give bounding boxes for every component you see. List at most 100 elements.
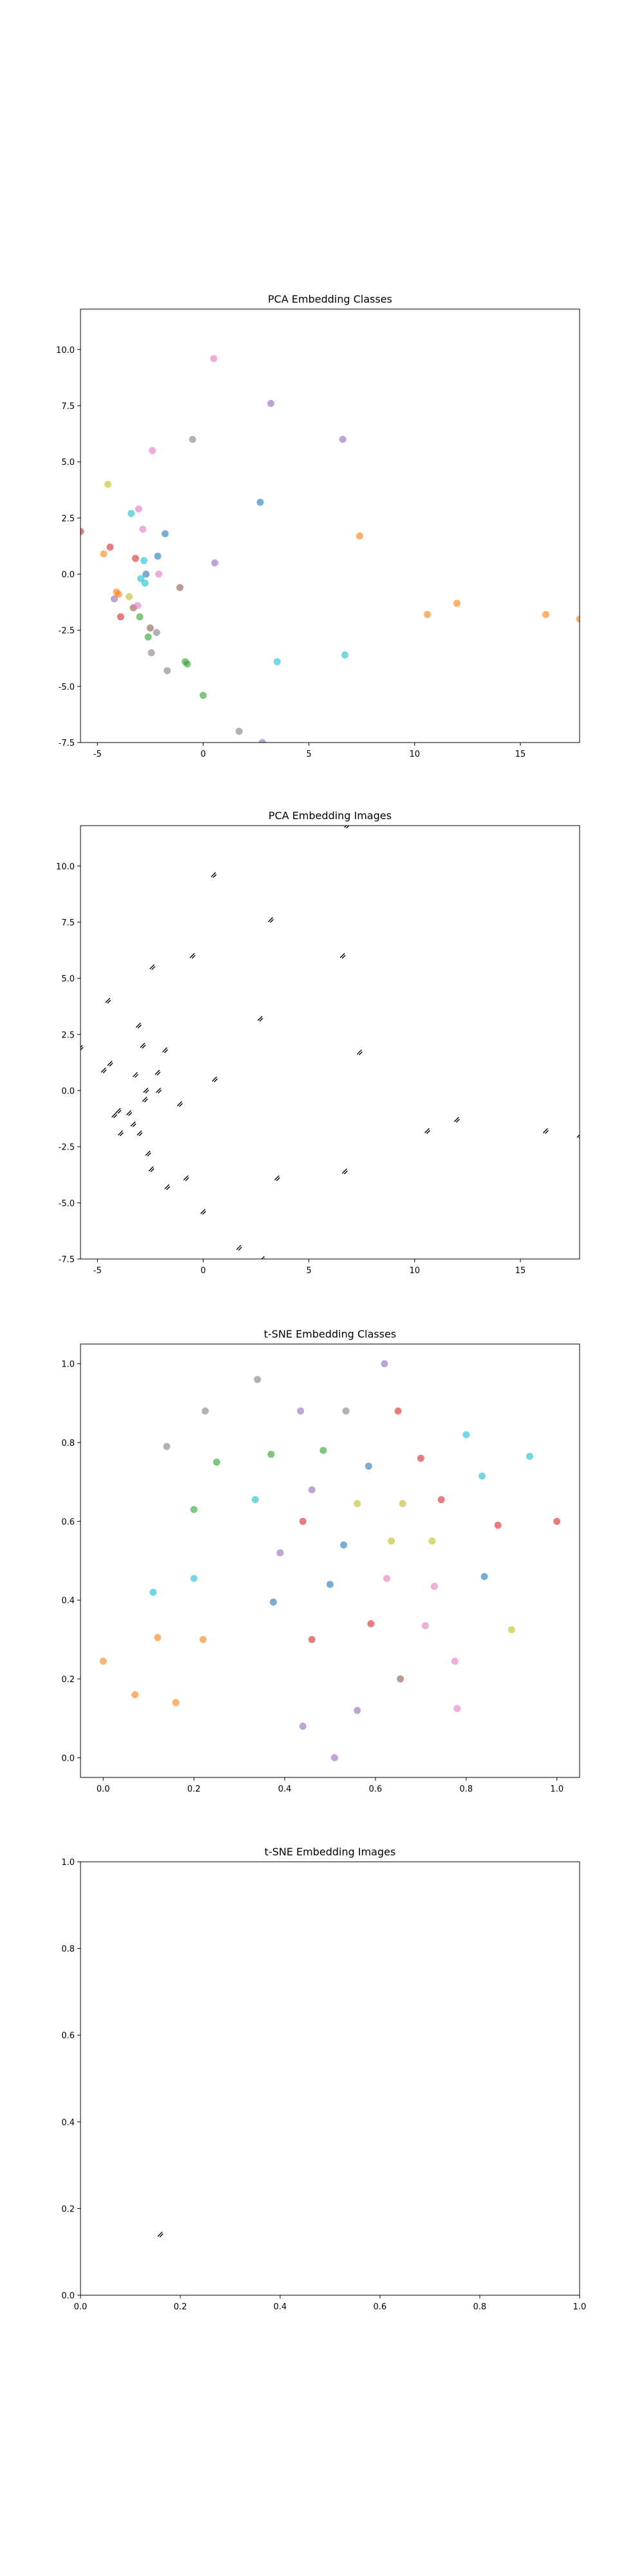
scatter-point <box>340 1541 348 1549</box>
x-tick-label: -5 <box>93 750 102 759</box>
scatter-point <box>276 1549 284 1557</box>
scatter-point <box>451 1658 459 1665</box>
x-tick-label: 0.0 <box>74 2302 88 2312</box>
axes-frame <box>80 308 580 743</box>
scatter-point <box>184 660 191 668</box>
y-tick-label: -7.5 <box>59 739 75 748</box>
y-tick-label: -2.5 <box>59 627 75 636</box>
scatter-point <box>267 1450 275 1458</box>
scatter-point <box>172 1699 180 1707</box>
scatter-point <box>437 1496 445 1504</box>
image-glyph-point <box>137 1130 143 1137</box>
scatter-point <box>542 611 549 618</box>
image-glyph-point <box>142 1096 148 1103</box>
image-glyph-point <box>339 952 346 959</box>
axes-frame <box>80 825 580 1260</box>
x-tick-label: 5 <box>307 1266 312 1276</box>
image-glyph-point <box>200 1209 206 1215</box>
image-glyph-point <box>143 1087 149 1094</box>
y-tick-label: 0.2 <box>61 1675 75 1685</box>
chart-title: PCA Embedding Images <box>269 810 392 822</box>
y-tick-label: -5.0 <box>59 683 75 692</box>
scatter-point <box>161 530 169 538</box>
scatter-point <box>299 1517 307 1525</box>
image-glyph-point <box>542 1128 549 1134</box>
scatter-point <box>211 559 219 567</box>
y-tick-label: 5.0 <box>61 974 75 984</box>
scatter-point <box>421 1622 429 1629</box>
x-tick-label: 0.8 <box>460 1785 473 1794</box>
scatter-point <box>424 611 431 618</box>
chart-panel-1: PCA Embedding Classes -5 0 5 10 15 -7.5 -5.0 -2.… <box>56 293 580 759</box>
scatter-point <box>526 1452 533 1460</box>
image-glyph-point <box>176 1101 183 1107</box>
data-points <box>80 826 580 1259</box>
image-glyph-point <box>157 2231 164 2238</box>
chart-panel-3: t-SNE Embedding Classes 0.0 0.2 0.4 0.6 0.8 1.… <box>61 1328 580 1794</box>
scatter-point <box>80 527 84 535</box>
scatter-point <box>339 435 346 443</box>
scatter-point <box>297 1407 305 1415</box>
image-glyph-point <box>356 1049 363 1056</box>
x-tick-label: 15 <box>515 750 526 759</box>
scatter-point <box>341 651 348 659</box>
chart-title: t-SNE Embedding Classes <box>264 1328 396 1340</box>
scatter-point <box>354 1707 361 1714</box>
scatter-point <box>128 509 135 517</box>
scatter-point <box>111 595 118 603</box>
data-points <box>157 2231 164 2238</box>
y-tick-label: 0.4 <box>61 1596 75 1606</box>
image-glyph-point <box>162 1047 168 1054</box>
scatter-point <box>164 667 171 674</box>
chart-panel-2: PCA Embedding Images -5 0 5 10 15 -7.5 -5.0 -2.5… <box>56 810 580 1276</box>
scatter-point <box>273 658 281 665</box>
image-glyph-point <box>111 1112 118 1119</box>
scatter-point <box>388 1537 395 1545</box>
scatter-point <box>383 1575 391 1582</box>
scatter-point <box>213 1459 220 1466</box>
y-tick-label: 2.5 <box>61 514 75 524</box>
scatter-point <box>308 1636 316 1643</box>
chart-title: t-SNE Embedding Images <box>265 1846 396 1858</box>
scatter-point <box>199 1636 207 1643</box>
image-glyph-point <box>341 1168 348 1175</box>
image-glyph-point <box>454 1117 460 1123</box>
scatter-point <box>146 624 154 632</box>
scatter-point <box>117 613 124 621</box>
scatter-point <box>155 570 163 578</box>
x-tick-label: 15 <box>515 1266 526 1276</box>
scatter-point <box>154 553 162 560</box>
scatter-point <box>553 1517 561 1525</box>
scatter-point <box>153 629 160 636</box>
axes-frame <box>80 1861 580 2296</box>
image-glyph-point <box>105 998 111 1004</box>
scatter-point <box>319 1446 327 1454</box>
y-tick-label: 0.0 <box>61 570 75 580</box>
x-tick-label: 0 <box>200 1266 205 1276</box>
x-tick-label: 0.4 <box>278 1785 292 1794</box>
y-tick-label: 0.6 <box>61 1517 75 1527</box>
scatter-point <box>142 570 150 578</box>
scatter-point <box>494 1521 502 1529</box>
image-glyph-point <box>80 1045 84 1051</box>
y-tick-label: 0.0 <box>61 1086 75 1096</box>
y-tick-label: -2.5 <box>59 1143 75 1153</box>
image-glyph-point <box>424 1128 431 1134</box>
image-glyph-point <box>149 964 156 971</box>
scatter-point <box>99 1658 107 1665</box>
scatter-point <box>100 550 108 558</box>
image-glyph-point <box>257 1016 263 1022</box>
scatter-point <box>106 544 114 551</box>
x-tick-label: 0.6 <box>369 1785 383 1794</box>
image-glyph-point <box>268 916 274 923</box>
y-tick-label: 0.2 <box>61 2204 75 2214</box>
scatter-point <box>134 601 142 609</box>
y-tick-label: 0.0 <box>61 1754 75 1763</box>
scatter-point <box>397 1675 404 1683</box>
scatter-point <box>140 557 148 565</box>
scatter-point <box>176 583 184 591</box>
scatter-point <box>189 435 196 443</box>
y-tick-label: -5.0 <box>59 1199 75 1209</box>
chart-panel-4: t-SNE Embedding Images 0.0 0.2 0.4 0.6 0.8 1.0… <box>61 1846 586 2312</box>
